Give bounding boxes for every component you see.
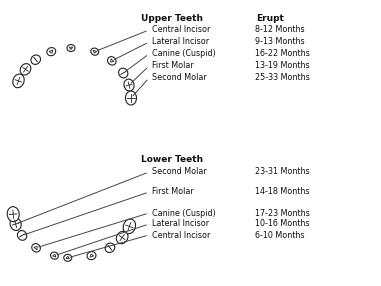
Ellipse shape <box>47 47 56 56</box>
Ellipse shape <box>107 57 116 65</box>
Text: Canine (Cuspid): Canine (Cuspid) <box>152 49 216 59</box>
Text: First Molar: First Molar <box>152 61 194 71</box>
Ellipse shape <box>125 91 136 105</box>
Text: First Molar: First Molar <box>152 188 194 196</box>
Ellipse shape <box>116 231 128 244</box>
Text: Canine (Cuspid): Canine (Cuspid) <box>152 208 216 217</box>
Text: Lateral Incisor: Lateral Incisor <box>152 219 209 229</box>
Text: Upper Teeth: Upper Teeth <box>141 14 203 23</box>
Ellipse shape <box>118 68 128 78</box>
Text: 14-18 Months: 14-18 Months <box>255 188 309 196</box>
Text: Central Incisor: Central Incisor <box>152 25 210 35</box>
Text: 13-19 Months: 13-19 Months <box>255 61 310 71</box>
Ellipse shape <box>31 55 40 64</box>
Ellipse shape <box>13 74 24 88</box>
Text: Second Molar: Second Molar <box>152 168 207 176</box>
Ellipse shape <box>124 79 134 91</box>
Ellipse shape <box>67 45 75 51</box>
Ellipse shape <box>7 207 19 222</box>
Ellipse shape <box>64 254 72 261</box>
Text: Erupt: Erupt <box>256 14 284 23</box>
Ellipse shape <box>10 218 21 231</box>
Ellipse shape <box>87 252 96 260</box>
Ellipse shape <box>123 219 136 234</box>
Ellipse shape <box>51 252 58 259</box>
Text: 17-23 Months: 17-23 Months <box>255 208 310 217</box>
Text: Central Incisor: Central Incisor <box>152 231 210 239</box>
Ellipse shape <box>91 48 99 55</box>
Text: Second Molar: Second Molar <box>152 74 207 82</box>
Text: 10-16 Months: 10-16 Months <box>255 219 309 229</box>
Text: 9-13 Months: 9-13 Months <box>255 37 305 47</box>
Ellipse shape <box>20 63 31 75</box>
Ellipse shape <box>32 244 40 252</box>
Text: Lateral Incisor: Lateral Incisor <box>152 37 209 47</box>
Text: 6-10 Months: 6-10 Months <box>255 231 304 239</box>
Ellipse shape <box>105 243 115 253</box>
Text: 25-33 Months: 25-33 Months <box>255 74 310 82</box>
Text: Lower Teeth: Lower Teeth <box>141 155 203 164</box>
Text: 16-22 Months: 16-22 Months <box>255 49 310 59</box>
Text: 23-31 Months: 23-31 Months <box>255 168 310 176</box>
Ellipse shape <box>18 231 27 240</box>
Text: 8-12 Months: 8-12 Months <box>255 25 305 35</box>
